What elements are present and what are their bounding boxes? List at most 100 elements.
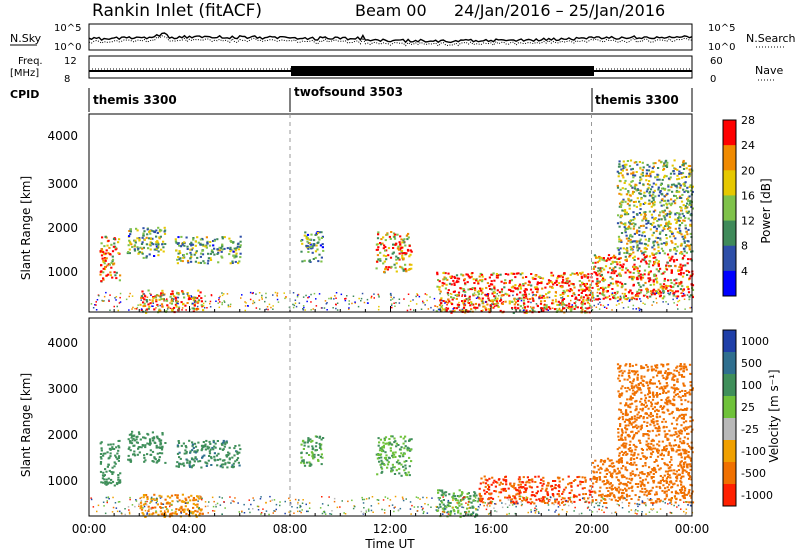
rti-cell — [497, 274, 500, 277]
rti-cell — [670, 464, 673, 466]
rti-cell — [637, 425, 640, 428]
rti-cell — [176, 291, 178, 294]
cpid-label: CPID — [10, 88, 39, 101]
rti-cell — [101, 477, 104, 480]
rti-cell — [668, 469, 671, 472]
rti-cell — [687, 463, 690, 466]
rti-cell — [505, 480, 508, 483]
rti-cell — [646, 475, 649, 478]
rti-cell — [151, 305, 153, 307]
rti-cell — [617, 248, 620, 251]
rti-cell — [641, 483, 644, 486]
rti-cell — [508, 494, 511, 497]
rti-cell — [118, 481, 121, 484]
rti-cell — [335, 292, 338, 294]
rti-cell — [107, 477, 110, 480]
rti-cell — [496, 481, 499, 484]
rti-cell — [630, 416, 634, 419]
rti-cell — [223, 301, 226, 303]
rti-cell — [574, 495, 577, 498]
rti-cell — [378, 294, 380, 297]
rti-cell — [691, 501, 695, 504]
rti-cell — [647, 290, 650, 293]
rti-cell — [175, 305, 178, 308]
rti-cell — [679, 231, 682, 234]
rti-cell — [544, 502, 547, 504]
rti-cell — [645, 226, 648, 229]
rti-cell — [665, 493, 668, 496]
rti-cell — [449, 275, 452, 278]
rti-cell — [628, 477, 631, 480]
rti-cell — [486, 479, 489, 482]
rti-cell — [452, 494, 455, 497]
rti-cell — [621, 489, 624, 492]
rti-cell — [673, 172, 676, 175]
rti-cell — [467, 297, 470, 300]
rti-cell — [543, 297, 546, 299]
rti-cell — [134, 307, 136, 310]
rti-cell — [622, 160, 625, 163]
rti-cell — [311, 454, 314, 457]
rti-cell — [682, 292, 685, 295]
rti-cell — [136, 306, 139, 309]
rti-cell — [628, 363, 632, 366]
rti-cell — [595, 284, 599, 287]
rti-cell — [620, 215, 623, 218]
rti-cell — [109, 253, 112, 256]
rti-cell — [657, 380, 661, 383]
rti-cell — [111, 466, 114, 469]
rti-cell — [520, 486, 523, 489]
rti-cell — [687, 217, 690, 220]
rti-cell — [487, 484, 490, 487]
rti-cell — [96, 299, 99, 301]
rti-cell — [659, 475, 662, 477]
rti-cell — [118, 455, 121, 458]
rti-cell — [149, 292, 151, 295]
rti-cell — [119, 292, 122, 295]
rti-cell — [624, 209, 627, 211]
rti-cell — [614, 270, 617, 273]
rti-cell — [679, 186, 682, 189]
rti-cell — [609, 492, 612, 495]
rti-cell — [153, 255, 156, 257]
rti-cell — [187, 298, 190, 301]
rti-cell — [575, 495, 578, 498]
rti-cell — [665, 203, 669, 206]
rti-cell — [448, 505, 451, 508]
rti-cell — [582, 296, 585, 299]
rti-cell — [390, 470, 393, 473]
rti-cell — [200, 449, 203, 452]
rti-cell — [221, 245, 224, 248]
rti-cell — [642, 455, 645, 458]
rti-cell — [405, 252, 408, 255]
rti-cell — [492, 272, 495, 275]
rti-cell — [682, 475, 685, 478]
rti-cell — [656, 364, 659, 367]
rti-cell — [607, 285, 610, 288]
rti-cell — [189, 465, 192, 468]
rti-cell — [573, 495, 576, 498]
rti-cell — [175, 465, 178, 468]
rti-cell — [625, 363, 628, 366]
rti-cell — [521, 272, 524, 275]
rti-cell — [383, 270, 386, 273]
rti-cell — [540, 478, 543, 481]
rti-cell — [110, 243, 113, 246]
rti-cell — [672, 416, 675, 419]
rti-cell — [673, 469, 676, 472]
rti-cell — [618, 240, 621, 243]
rti-cell — [474, 302, 478, 305]
rti-cell — [670, 386, 673, 389]
rti-cell — [683, 489, 687, 492]
rti-cell — [683, 250, 686, 253]
rti-cell — [252, 300, 255, 302]
rti-cell — [619, 188, 622, 191]
rti-cell — [562, 292, 565, 295]
rti-cell — [542, 482, 545, 485]
rti-cell — [186, 293, 189, 295]
rti-cell — [167, 306, 170, 309]
rti-cell — [517, 272, 520, 275]
rti-cell — [100, 457, 103, 460]
rti-cell — [494, 303, 497, 305]
rti-cell — [641, 273, 644, 276]
